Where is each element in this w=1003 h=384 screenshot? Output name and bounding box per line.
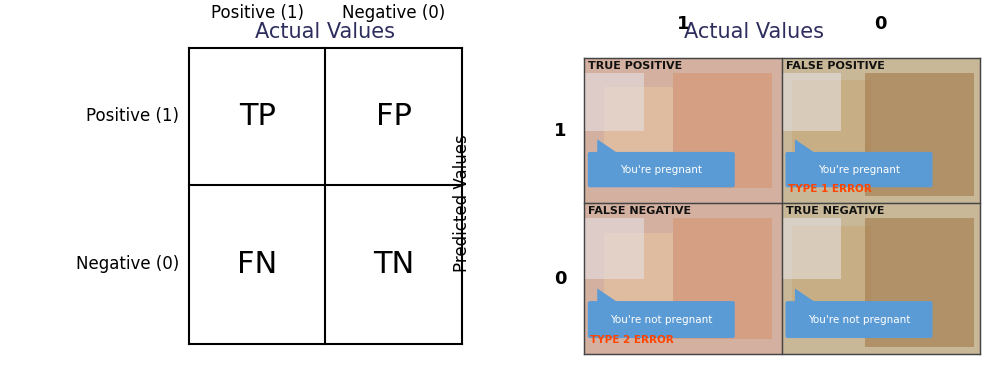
Polygon shape [794,139,815,154]
Text: TRUE POSITIVE: TRUE POSITIVE [588,61,682,71]
Bar [584,73,643,131]
Text: Negative (0): Negative (0) [342,4,444,22]
FancyBboxPatch shape [587,152,734,187]
Bar [781,73,841,131]
Bar [672,218,771,339]
Bar [791,80,870,181]
Polygon shape [794,288,815,303]
Text: TN: TN [372,250,414,279]
FancyBboxPatch shape [784,301,932,338]
Text: Predicted Values: Predicted Values [452,134,470,272]
Text: You're pregnant: You're pregnant [620,165,701,175]
Bar [864,73,973,195]
Text: Negative (0): Negative (0) [76,255,180,273]
Bar [791,225,870,332]
Polygon shape [597,139,618,154]
Text: You're pregnant: You're pregnant [817,165,899,175]
Bar [584,218,643,279]
Text: 1: 1 [676,15,689,33]
Bar [781,203,979,354]
Bar [781,58,979,203]
Text: You're not pregnant: You're not pregnant [610,314,712,324]
Text: TP: TP [239,102,275,131]
Bar [604,87,672,174]
Text: Positive (1): Positive (1) [211,4,303,22]
Text: FALSE POSITIVE: FALSE POSITIVE [785,61,884,71]
Polygon shape [597,288,618,303]
Text: FP: FP [375,102,411,131]
FancyBboxPatch shape [587,301,734,338]
Text: You're not pregnant: You're not pregnant [807,314,910,324]
Text: 0: 0 [874,15,886,33]
FancyBboxPatch shape [784,152,932,187]
Text: FALSE NEGATIVE: FALSE NEGATIVE [588,206,691,216]
Bar [864,218,973,347]
Text: 0: 0 [554,270,567,288]
Bar [781,218,841,279]
Text: TRUE NEGATIVE: TRUE NEGATIVE [785,206,884,216]
Bar [604,233,672,324]
Bar [584,58,781,203]
Text: Actual Values: Actual Values [683,22,822,42]
Text: TYPE 2 ERROR: TYPE 2 ERROR [590,335,673,345]
Bar [672,73,771,189]
Bar [584,203,781,354]
Text: 1: 1 [554,122,567,140]
Text: Positive (1): Positive (1) [86,107,180,125]
Text: Actual Values: Actual Values [255,22,395,42]
Text: TYPE 1 ERROR: TYPE 1 ERROR [787,184,871,194]
Text: FN: FN [237,250,277,279]
